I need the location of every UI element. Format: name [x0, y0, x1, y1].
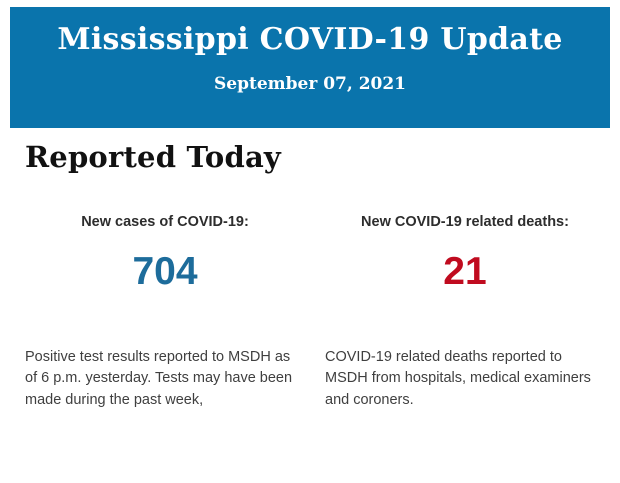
stats-columns: New cases of COVID-19: 704 Positive test… [25, 214, 605, 411]
deaths-value: 21 [443, 250, 487, 293]
deaths-column: New COVID-19 related deaths: 21 COVID-19… [325, 214, 605, 411]
deaths-label: New COVID-19 related deaths: [361, 214, 569, 230]
cases-value: 704 [132, 250, 198, 293]
header-banner: Mississippi COVID-19 Update September 07… [10, 7, 610, 128]
section-heading: Reported Today [25, 140, 281, 174]
cases-column: New cases of COVID-19: 704 Positive test… [25, 214, 305, 411]
page-title: Mississippi COVID-19 Update [57, 22, 563, 57]
deaths-description: COVID-19 related deaths reported to MSDH… [325, 348, 591, 408]
cases-label: New cases of COVID-19: [81, 214, 249, 230]
report-date: September 07, 2021 [213, 74, 407, 94]
cases-description: Positive test results reported to MSDH a… [25, 348, 293, 408]
report-content: Reported Today New cases of COVID-19: 70… [25, 140, 605, 411]
